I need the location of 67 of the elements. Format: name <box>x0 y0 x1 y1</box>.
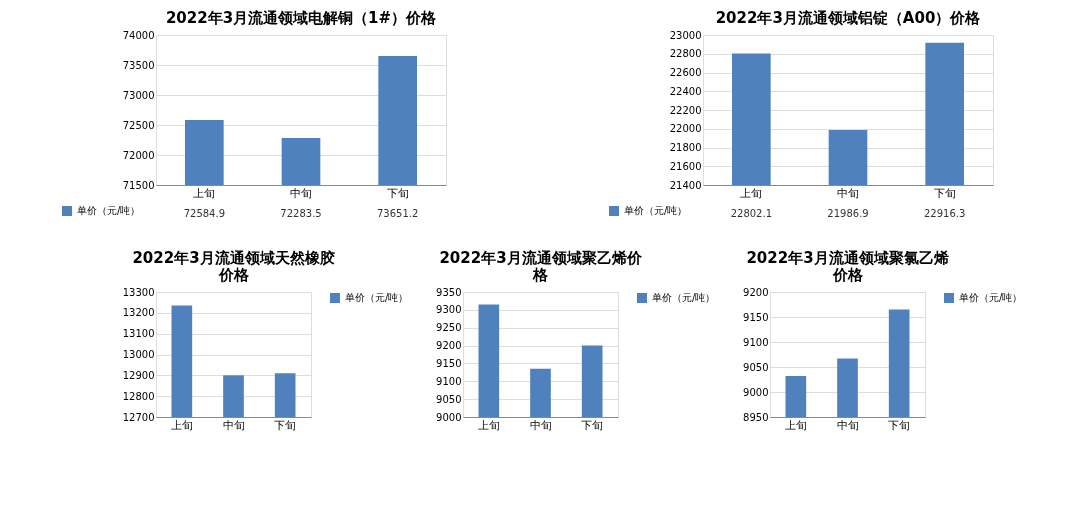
x-tick-label: 下旬 <box>274 418 297 432</box>
y-tick-label: 9000 <box>743 386 769 398</box>
data-label: 22916.3 <box>923 208 966 219</box>
y-tick-label: 13100 <box>122 328 155 340</box>
chart-title: 2022年3月流通领域聚乙烯价格 <box>439 249 643 284</box>
legend-label: 单价（元/吨） <box>652 292 716 303</box>
y-tick-label: 13200 <box>122 307 155 319</box>
chart-title: 2022年3月流通领域铝锭（A00）价格 <box>715 9 982 27</box>
y-tick-label: 12700 <box>122 411 155 423</box>
y-tick-label: 21800 <box>669 142 702 153</box>
y-tick-label: 22600 <box>669 67 702 78</box>
data-label: 21986.9 <box>827 208 869 219</box>
chart-title: 2022年3月流通领域聚氯乙烯价格 <box>746 249 949 284</box>
x-tick-label: 中旬 <box>222 418 245 432</box>
legend-label: 单价（元/吨） <box>959 292 1023 303</box>
y-tick-label: 22800 <box>669 48 702 60</box>
chart-title: 2022年3月流通领域电解铜（1#）价格 <box>165 9 438 27</box>
y-tick-label: 72000 <box>122 149 155 161</box>
y-tick-label: 9200 <box>436 340 462 352</box>
y-tick-label: 9250 <box>436 322 462 334</box>
y-tick-label: 21400 <box>669 179 702 191</box>
x-tick-label: 上旬 <box>740 186 763 200</box>
y-tick-label: 9100 <box>436 375 462 387</box>
x-tick-label: 上旬 <box>784 418 807 432</box>
data-label: 72283.5 <box>280 208 322 219</box>
x-tick-label: 上旬 <box>477 418 500 432</box>
y-tick-label: 9050 <box>743 361 769 373</box>
y-tick-label: 13000 <box>122 349 155 360</box>
data-label: 72584.9 <box>183 208 226 219</box>
y-tick-label: 13300 <box>122 286 155 298</box>
y-tick-label: 9150 <box>743 311 769 323</box>
y-tick-label: 9000 <box>436 411 462 423</box>
y-tick-label: 22200 <box>669 104 702 116</box>
y-tick-label: 8950 <box>743 411 769 423</box>
x-tick-label: 中旬 <box>836 418 859 432</box>
y-tick-label: 12800 <box>122 390 155 402</box>
data-label: 73651.2 <box>376 208 419 219</box>
x-tick-label: 中旬 <box>290 186 312 200</box>
y-tick-label: 72500 <box>122 119 155 131</box>
y-tick-label: 21600 <box>669 160 702 172</box>
legend-label: 单价（元/吨） <box>345 292 409 303</box>
y-tick-label: 22000 <box>669 123 702 135</box>
y-tick-label: 12900 <box>122 369 155 381</box>
x-tick-label: 下旬 <box>386 186 409 200</box>
y-tick-label: 23000 <box>669 29 702 41</box>
x-tick-label: 下旬 <box>888 418 911 432</box>
y-tick-label: 9150 <box>436 357 462 369</box>
y-tick-label: 9300 <box>436 304 462 316</box>
x-tick-label: 中旬 <box>837 186 859 200</box>
x-tick-label: 上旬 <box>193 186 216 200</box>
legend-label: 单价（元/吨） <box>77 205 141 216</box>
x-tick-label: 中旬 <box>529 418 552 432</box>
y-tick-label: 71500 <box>122 179 155 191</box>
y-tick-label: 9100 <box>743 336 769 348</box>
y-tick-label: 22400 <box>669 85 702 97</box>
legend-label: 单价（元/吨） <box>624 205 688 216</box>
y-tick-label: 73500 <box>122 59 155 71</box>
x-tick-label: 下旬 <box>581 418 604 432</box>
data-label: 22802.1 <box>730 208 773 219</box>
x-tick-label: 下旬 <box>933 186 956 200</box>
x-tick-label: 上旬 <box>170 418 193 432</box>
y-tick-label: 9050 <box>436 393 462 405</box>
y-tick-label: 74000 <box>122 29 155 41</box>
y-tick-label: 73000 <box>122 89 155 101</box>
chart-title: 2022年3月流通领域天然橡胶价格 <box>132 249 335 284</box>
y-tick-label: 9200 <box>743 286 769 298</box>
y-tick-label: 9350 <box>436 286 462 298</box>
